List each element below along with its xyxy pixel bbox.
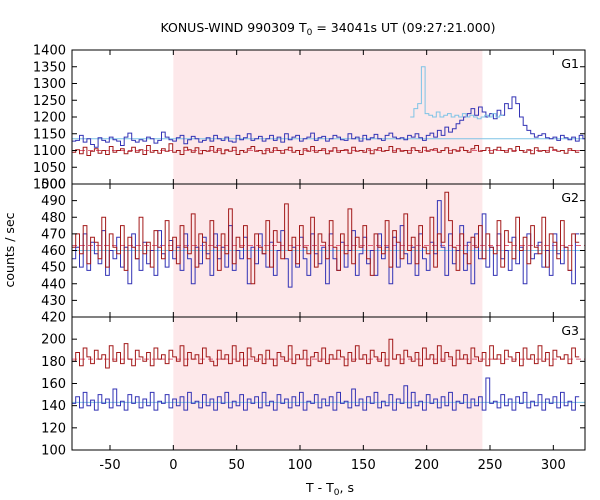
highlight-interval xyxy=(173,317,483,450)
y-tick-label: 420 xyxy=(41,311,66,326)
panel-label: G1 xyxy=(561,56,579,71)
y-tick-label: 440 xyxy=(41,277,66,292)
y-tick-label: 140 xyxy=(41,399,66,414)
series-line-red xyxy=(72,191,580,285)
y-tick-label: 100 xyxy=(41,444,66,459)
y-tick-label: 470 xyxy=(41,227,66,242)
y-tick-label: 180 xyxy=(41,355,66,370)
y-tick-label: 450 xyxy=(41,261,66,276)
x-tick-label: -50 xyxy=(99,458,120,473)
series-line-blue xyxy=(72,200,580,288)
panel-label: G3 xyxy=(561,323,579,338)
x-axis-label: T - T0, s xyxy=(305,480,354,498)
y-tick-label: 1250 xyxy=(33,94,66,109)
y-axis-label: counts / sec xyxy=(2,212,17,287)
x-tick-label: 150 xyxy=(351,458,376,473)
x-tick-label: 0 xyxy=(169,458,177,473)
series-line-lightblue xyxy=(410,66,504,120)
series-group xyxy=(72,191,580,288)
y-tick-label: 500 xyxy=(41,178,66,193)
y-tick-label: 1200 xyxy=(33,111,66,126)
y-tick-label: 200 xyxy=(41,333,66,348)
y-tick-label: 160 xyxy=(41,377,66,392)
chart-title-rest: = 34041s UT (09:27:21.000) xyxy=(312,20,495,35)
highlight-interval xyxy=(173,50,483,184)
y-tick-label: 1000 xyxy=(33,178,66,193)
series-line-blue xyxy=(72,377,580,411)
series-line-red xyxy=(72,338,580,369)
series-group xyxy=(72,338,580,411)
chart-title-main: KONUS-WIND 990309 T xyxy=(160,20,306,35)
chart-title-subscript: 0 xyxy=(307,28,313,38)
y-tick-label: 430 xyxy=(41,294,66,309)
y-tick-label: 1150 xyxy=(33,127,66,142)
x-tick-label: 50 xyxy=(228,458,245,473)
series-group xyxy=(72,66,585,156)
y-tick-label: 1300 xyxy=(33,77,66,92)
y-tick-label: 1100 xyxy=(33,144,66,159)
x-tick-label: 200 xyxy=(414,458,439,473)
panel-label: G2 xyxy=(561,190,579,205)
y-tick-label: 460 xyxy=(41,244,66,259)
x-axis-label-main: T - T xyxy=(305,480,334,495)
series-line-red xyxy=(72,143,580,156)
x-tick-label: 100 xyxy=(288,458,313,473)
y-tick-label: 490 xyxy=(41,194,66,209)
chart-title: KONUS-WIND 990309 T0 = 34041s UT (09:27:… xyxy=(160,20,495,38)
y-tick-label: 120 xyxy=(41,421,66,436)
x-tick-label: 300 xyxy=(541,458,566,473)
y-tick-label: 480 xyxy=(41,211,66,226)
series-line-blue xyxy=(72,96,585,148)
y-tick-label: 1400 xyxy=(33,44,66,59)
panels-group: 100010501100115012001250130013501400G142… xyxy=(33,44,586,473)
y-tick-label: 1350 xyxy=(33,60,66,75)
panel-g3: 100 120 140 160 180 200 G3 xyxy=(41,316,586,459)
x-axis-label-rest: , s xyxy=(340,480,354,495)
y-tick-label: 1050 xyxy=(33,161,66,176)
x-tick-label: 250 xyxy=(478,458,503,473)
x-axis-label-subscript: 0 xyxy=(334,488,340,498)
